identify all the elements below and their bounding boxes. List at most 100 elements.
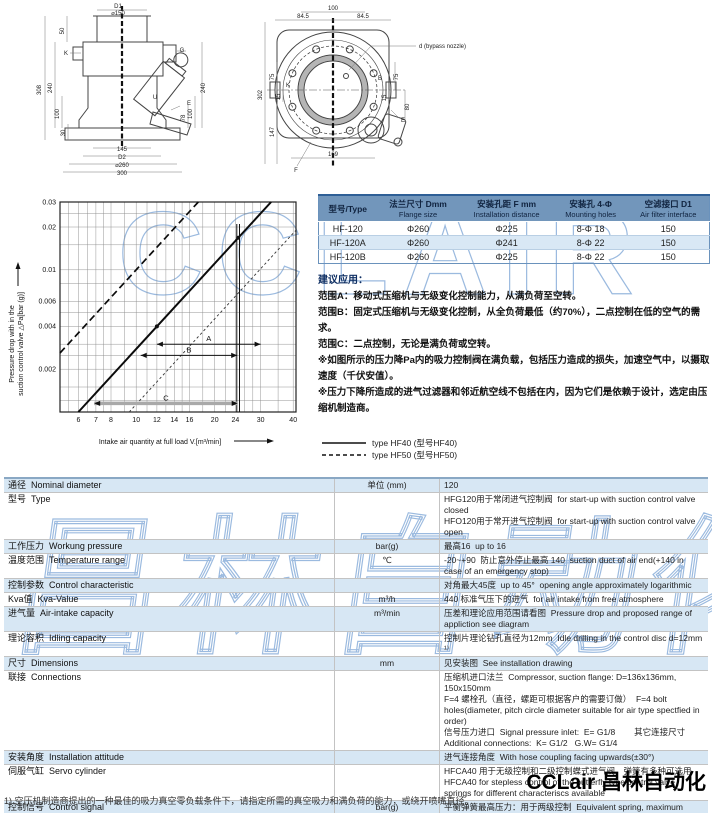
front-view-drawing: 100 84.5 84.5 d (bypass nozzle) 302 75 15 147 K B… bbox=[258, 6, 466, 174]
spec-label: 尺寸 Dimensions bbox=[4, 656, 335, 671]
spec-label: Kva值 Kva-Value bbox=[4, 592, 335, 607]
flange-cell: 150 bbox=[627, 235, 710, 250]
spec-label: 控制信号 Control signal bbox=[4, 800, 335, 813]
spec-label: 控制参数 Control characteristic bbox=[4, 578, 335, 593]
x-axis-label: Intake air quantity at full load V.[m³/m… bbox=[99, 439, 221, 446]
series-dashed bbox=[59, 201, 199, 354]
application-advice: 建议应用： 范围A：移动式压缩机与无级变化控制能力，从满负荷至空转。 范围B：固定… bbox=[318, 273, 710, 417]
x-tick-label: 7 bbox=[94, 417, 98, 424]
spec-unit bbox=[334, 764, 440, 801]
spec-unit: m³/min bbox=[334, 606, 440, 632]
dimension-label: D1 bbox=[114, 4, 122, 10]
spec-value: 最高16 up to 16 bbox=[439, 539, 708, 554]
dimension-label: 80 bbox=[405, 103, 411, 110]
flange-cell: Φ260 bbox=[376, 221, 460, 236]
y-tick-label: 0.03 bbox=[42, 199, 56, 206]
legend-item: type HF50 (型号HF50) bbox=[322, 449, 710, 461]
spec-row: 控制信号 Control signal bar(g) 平衡弹簧最高压力：用于两级控制… bbox=[4, 800, 708, 813]
spec-unit bbox=[334, 578, 440, 593]
x-tick-label: 16 bbox=[186, 417, 194, 424]
spec-value: 对角最大45度 up to 45° opening angle approxim… bbox=[439, 578, 708, 593]
spec-value: 120 bbox=[439, 478, 708, 493]
spec-value: 进气连接角度 With hose coupling facing upwards… bbox=[439, 750, 708, 765]
spec-value-line: 进气连接角度 With hose coupling facing upwards… bbox=[444, 752, 655, 762]
spec-label: 温度范围 Temperature range bbox=[4, 553, 335, 579]
spec-value-line: HFG120用于常闭进气控制阀 for start-up with suctio… bbox=[444, 494, 698, 515]
header-en: Installation distance bbox=[473, 210, 540, 219]
header-en: Flange size bbox=[398, 210, 438, 219]
dimension-label: F bbox=[294, 168, 298, 174]
spec-value-line: 120 bbox=[444, 480, 459, 490]
dimension-label: 15 bbox=[276, 93, 282, 100]
spec-value-line: F=4 螺栓孔（直径，螺距可根据客户的需要订做） F=4 bolt holes(… bbox=[444, 694, 702, 726]
dimension-label: B bbox=[378, 76, 382, 82]
spec-row: 温度范围 Temperature range ℃ -20~+90 防止意外停止最高 … bbox=[4, 553, 708, 579]
dimension-label: 15 bbox=[382, 94, 388, 101]
x-tick-label: 10 bbox=[132, 417, 140, 424]
dimension-label: ⌀150 bbox=[111, 11, 125, 17]
flange-cell: Φ225 bbox=[459, 221, 554, 236]
dimension-label: 50 bbox=[60, 27, 66, 34]
spec-label: 伺服气缸 Servo cylinder bbox=[4, 764, 335, 801]
spec-row: 通径 Nominal diameter 单位 (mm) 120 bbox=[4, 478, 708, 493]
range-label: C bbox=[163, 393, 169, 402]
spec-value-line: 对角最大45度 up to 45° opening angle approxim… bbox=[444, 580, 692, 590]
dimension-label: 240 bbox=[48, 82, 54, 93]
spec-value-line: 控制片理论钻孔直径为12mm Idle drilling in the cont… bbox=[444, 633, 705, 654]
spec-row: 工作压力 Workung pressure bar(g) 最高16 up to 16 bbox=[4, 539, 708, 554]
flange-row: HF-120B Φ260 Φ225 8-Φ 22 150 bbox=[318, 249, 710, 264]
spec-table-body: 通径 Nominal diameter 单位 (mm) 120 型号 Type HFG1… bbox=[4, 478, 708, 813]
right-column: 型号/Type 法兰尺寸 Dmm Flange size 安装孔距 F mm Insta… bbox=[318, 194, 710, 461]
header-en: Mounting holes bbox=[565, 210, 617, 219]
flange-column-header: 法兰尺寸 Dmm Flange size bbox=[376, 195, 460, 222]
spec-value-line: 最高16 up to 16 bbox=[444, 541, 506, 551]
series-dotted bbox=[128, 229, 297, 413]
spec-label: 理论容积 Idling capacity bbox=[4, 631, 335, 657]
advice-line: 范围A：移动式压缩机与无级变化控制能力，从满负荷至空转。 bbox=[318, 291, 582, 302]
dimension-label: K bbox=[286, 83, 290, 89]
flange-cell: 8-Φ 22 bbox=[553, 235, 628, 250]
dimension-label: 84.5 bbox=[357, 14, 369, 20]
spec-value-line: 平衡弹簧最高压力：用于两级控制 Equivalent spring, maxim… bbox=[444, 802, 683, 812]
spec-label: 联接 Connections bbox=[4, 670, 335, 751]
spec-value: 压缩机进口法兰 Compressor, suction flange: D=13… bbox=[439, 670, 708, 751]
spec-value-line: HFCA40 用于无级控制和二级控制蝶式进气阀，弹簧有多种可选用 bbox=[444, 766, 692, 776]
spec-row: 理论容积 Idling capacity 控制片理论钻孔直径为12mm Idle … bbox=[4, 631, 708, 657]
pressure-drop-chart: Pressure drop with in the suction contro… bbox=[2, 194, 332, 470]
spec-value: 压差和理论应用范围请看图 Pressure drop and proposed … bbox=[439, 606, 708, 632]
spec-row: 安装角度 Installation attitude 进气连接角度 With ho… bbox=[4, 750, 708, 765]
flange-cell: 150 bbox=[627, 249, 710, 264]
range-label: B bbox=[186, 345, 191, 354]
spec-row: 联接 Connections 压缩机进口法兰 Compressor, suctio… bbox=[4, 670, 708, 751]
footnote: 1) 空压机制造商提出的一种最佳的吸力真空零负载条件下，请指定所需的真空吸力和满… bbox=[4, 796, 474, 806]
flange-column-header: 型号/Type bbox=[318, 195, 377, 222]
installation-drawings: D1 ⌀150 50 K G 308 240 100 30 U E 78 100 240 145 D2 ⌀260… bbox=[0, 0, 712, 194]
dimension-label: d (bypass nozzle) bbox=[419, 44, 466, 50]
range-label: A bbox=[206, 334, 211, 343]
spec-value: HFG120用于常闭进气控制阀 for start-up with suctio… bbox=[439, 492, 708, 540]
flange-header-row: 型号/Type 法兰尺寸 Dmm Flange size 安装孔距 F mm Insta… bbox=[318, 195, 710, 222]
header-zh: 型号/Type bbox=[328, 203, 368, 214]
spec-unit bbox=[334, 492, 440, 540]
x-tick-label: 12 bbox=[153, 417, 161, 424]
dimension-label: 300 bbox=[117, 171, 128, 177]
dimension-label: 100 bbox=[55, 108, 61, 119]
y-tick-label: 0.01 bbox=[42, 267, 56, 274]
dimension-label: 30 bbox=[61, 129, 67, 136]
chart-legend: type HF40 (型号HF40) type HF50 (型号HF50) bbox=[318, 437, 710, 461]
spec-unit: bar(g) bbox=[334, 539, 440, 554]
flange-cell: Φ260 bbox=[376, 249, 460, 264]
spec-unit: m³/h bbox=[334, 592, 440, 607]
spec-row: 控制参数 Control characteristic 对角最大45度 up to… bbox=[4, 578, 708, 593]
flange-size-table: 型号/Type 法兰尺寸 Dmm Flange size 安装孔距 F mm Insta… bbox=[318, 194, 710, 264]
dimension-label: 147 bbox=[270, 126, 276, 137]
spec-row: 型号 Type HFG120用于常闭进气控制阀 for start-up with… bbox=[4, 492, 708, 540]
spec-value-line: HFO120用于常开进气控制阀 for start-up with suctio… bbox=[444, 516, 698, 537]
advice-line: ※压力下降所造成的进气过滤器和邻近航空线不包括在内，因为它们是依赖于设计，选定由… bbox=[318, 387, 708, 414]
dimension-label: 145 bbox=[117, 147, 128, 153]
spec-label: 工作压力 Workung pressure bbox=[4, 539, 335, 554]
flange-cell: HF-120 bbox=[318, 221, 377, 236]
series-solid bbox=[77, 201, 272, 413]
